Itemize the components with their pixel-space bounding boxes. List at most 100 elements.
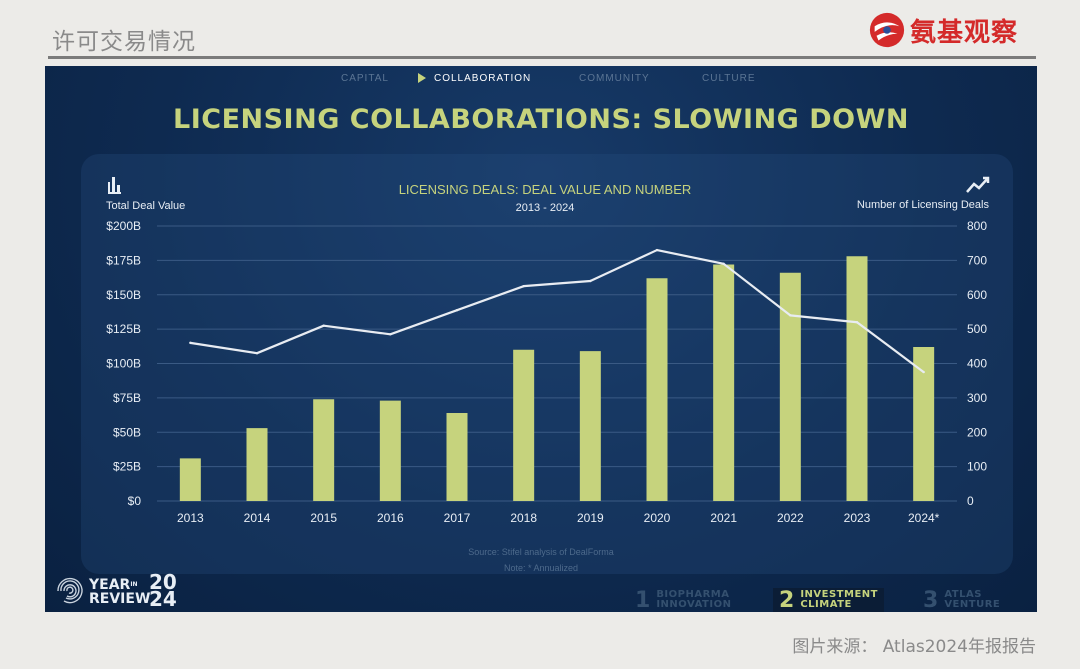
x-tick-label: 2019 (577, 511, 604, 525)
page-title: 许可交易情况 (52, 29, 196, 55)
right-tick-label: 700 (967, 253, 987, 267)
tab-label-line2: INNOVATION (656, 599, 732, 610)
deal-count-point (589, 279, 592, 283)
deal-count-series-line (190, 248, 925, 373)
x-tick-label: 2015 (310, 511, 337, 525)
tab-atlas-venture[interactable]: 3 ATLAS VENTURE (923, 587, 1000, 613)
deal-count-point (789, 314, 792, 317)
tab-number: 2 (779, 587, 795, 613)
deal-value-bar (513, 349, 535, 501)
x-tick-label: 2017 (444, 511, 471, 525)
nav-item-community[interactable]: COMMUNITY (579, 73, 650, 84)
right-tick-label: 200 (967, 425, 987, 439)
gridlines (157, 225, 957, 502)
deal-value-bar (846, 256, 868, 501)
axis-labels: $0 $25B $50B $75B $100B $125B $150B $175B $200B 0… (106, 219, 987, 525)
year-in-review-text: YEARIN REVIEW (89, 578, 150, 606)
x-tick-label: 2014 (244, 511, 271, 525)
year-in-review-year: 20 24 (149, 570, 177, 611)
tab-label-line1: ATLAS (944, 589, 982, 600)
year-in-review-logo: YEARIN REVIEW 20 24 (53, 570, 193, 611)
left-tick-label: $50B (113, 425, 141, 439)
left-axis-label: Total Deal Value (106, 200, 185, 212)
nav-item-culture[interactable]: CULTURE (702, 73, 756, 84)
right-tick-label: 0 (967, 494, 974, 508)
left-tick-label: $150B (106, 288, 141, 302)
right-tick-label: 100 (967, 460, 987, 474)
right-tick-label: 800 (967, 219, 987, 233)
tab-number: 1 (635, 587, 651, 613)
slide-nav: CAPITAL COLLABORATION COMMUNITY CULTURE (45, 72, 1037, 86)
left-tick-label: $25B (113, 460, 141, 474)
left-tick-label: $0 (128, 494, 142, 508)
right-tick-label: 600 (967, 288, 987, 302)
chart-subtitle: 2013 - 2024 (516, 202, 575, 214)
left-tick-label: $100B (106, 357, 141, 371)
right-tick-label: 500 (967, 322, 987, 336)
deal-value-bar (779, 272, 801, 501)
x-tick-label: 2016 (377, 511, 404, 525)
deal-value-bar (179, 458, 201, 501)
yir-year-bottom: 24 (149, 587, 177, 611)
left-tick-label: $175B (106, 253, 141, 267)
deal-count-point (522, 284, 525, 288)
deal-count-point (855, 321, 859, 324)
nav-item-collaboration[interactable]: COLLABORATION (434, 73, 532, 84)
x-tick-label: 2022 (777, 511, 804, 525)
tab-biopharma-innovation[interactable]: 1 BIOPHARMA INNOVATION (635, 587, 732, 613)
x-tick-label: 2018 (510, 511, 537, 525)
deal-value-bar (713, 264, 735, 501)
x-tick-label: 2013 (177, 511, 204, 525)
left-tick-label: $200B (106, 219, 141, 233)
brand-logo: 氨基观察 (868, 10, 1018, 50)
brand-name: 氨基观察 (910, 17, 1019, 48)
chart-source: Source: Stifel analysis of DealForma (468, 547, 614, 557)
deal-value-bar (646, 278, 668, 501)
section-tabs: 1 BIOPHARMA INNOVATION 2 INVESTMENT CLIMAT… (45, 588, 1037, 612)
deal-count-point (255, 351, 259, 355)
slide-headline: LICENSING COLLABORATIONS: SLOWING DOWN (173, 104, 909, 135)
deal-count-point (389, 333, 392, 336)
deal-value-bar (446, 413, 468, 501)
play-icon (418, 73, 426, 83)
image-credit: 图片来源： Atlas2024年报报告 (792, 637, 1036, 657)
right-tick-label: 400 (967, 357, 987, 371)
tab-label-line2: CLIMATE (800, 599, 852, 610)
deal-count-line (189, 248, 925, 374)
x-tick-label: 2020 (644, 511, 671, 525)
deal-value-bar (379, 400, 401, 501)
yir-line2: REVIEW (89, 591, 151, 607)
yir-year-top: 20 (149, 570, 177, 594)
deal-count-point (655, 248, 659, 252)
deal-count-point (722, 262, 725, 266)
bar-chart-icon (108, 177, 121, 194)
spiral-emblem-icon (57, 577, 83, 604)
tab-label-line1: BIOPHARMA (656, 589, 730, 600)
trend-line-icon (966, 176, 990, 193)
tab-label-line1: INVESTMENT (800, 589, 878, 600)
yir-in: IN (130, 581, 138, 588)
x-tick-label: 2023 (844, 511, 871, 525)
deal-value-bars (179, 256, 935, 501)
deal-value-bar (913, 347, 935, 501)
tab-number: 3 (923, 587, 939, 613)
left-tick-label: $75B (113, 391, 141, 405)
nav-item-capital[interactable]: CAPITAL (341, 73, 389, 84)
x-tick-label: 2021 (710, 511, 737, 525)
deal-count-point (189, 341, 192, 345)
chart-note: Note: * Annualized (503, 563, 579, 573)
chart-title: LICENSING DEALS: DEAL VALUE AND NUMBER (399, 182, 692, 197)
deal-value-bar (313, 399, 335, 501)
right-tick-label: 300 (967, 391, 987, 405)
licensing-deals-chart: $0 $25B $50B $75B $100B $125B $150B $175B $200B 0… (106, 176, 990, 525)
x-tick-label: 2024* (908, 511, 940, 525)
deal-count-point (322, 324, 325, 327)
brand-emblem-icon (869, 12, 905, 48)
tab-investment-climate[interactable]: 2 INVESTMENT CLIMATE (773, 588, 884, 612)
deal-value-bar (246, 428, 268, 501)
yir-line1: YEAR (89, 577, 131, 593)
deal-count-point (455, 309, 459, 312)
deal-value-bar (579, 351, 601, 501)
left-tick-label: $125B (106, 322, 141, 336)
presentation-slide: CAPITAL COLLABORATION COMMUNITY CULTURE … (45, 66, 1037, 612)
